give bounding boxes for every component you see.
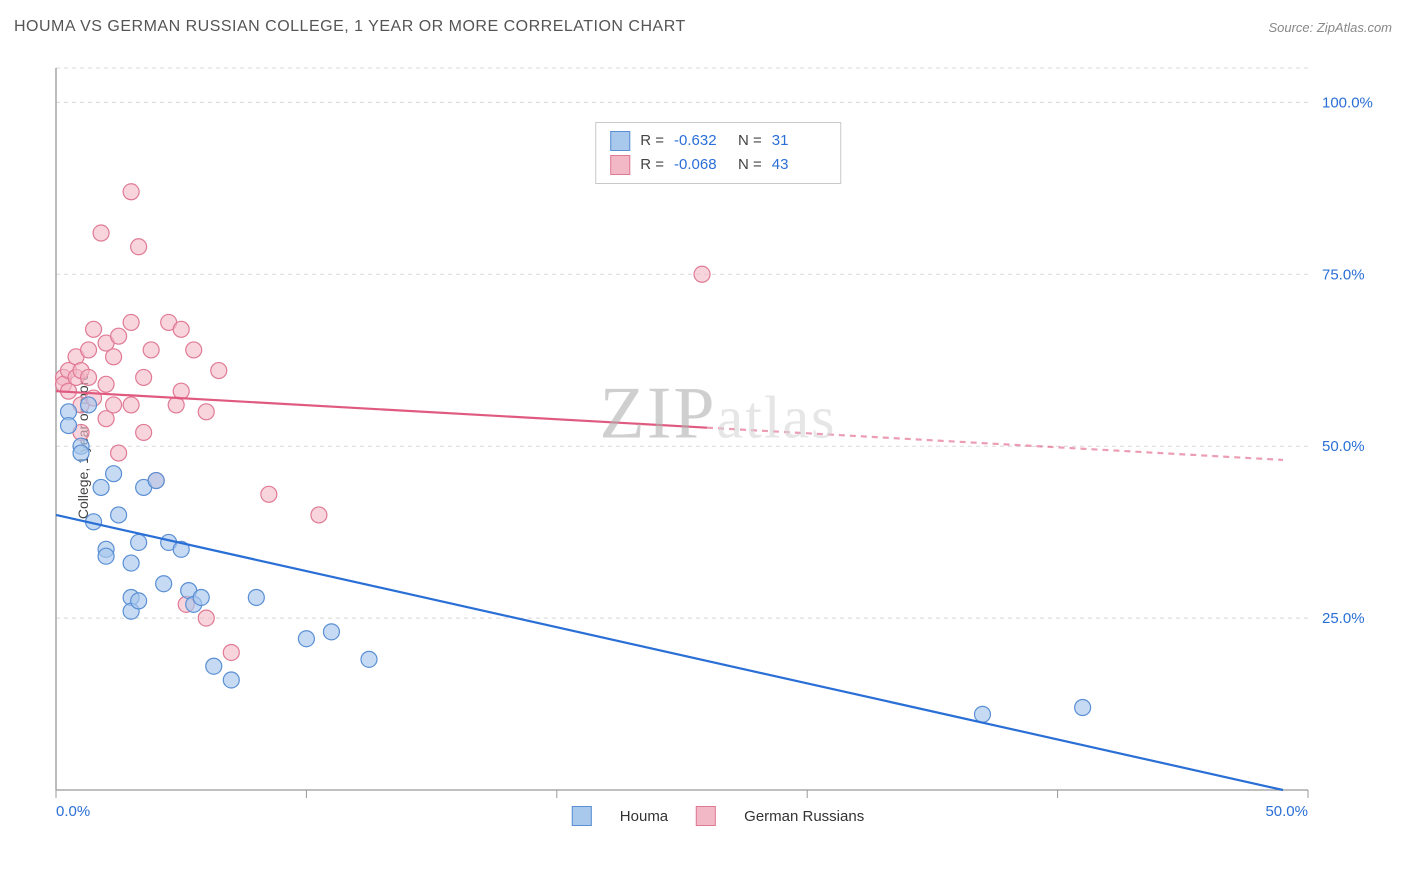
r-value-german: -0.068 — [674, 153, 728, 177]
svg-text:25.0%: 25.0% — [1322, 610, 1365, 627]
legend-swatch-german — [696, 806, 716, 826]
svg-text:0.0%: 0.0% — [56, 803, 90, 820]
legend-label-houma: Houma — [620, 808, 668, 825]
r-label: R = — [640, 129, 664, 153]
stats-row-houma: R = -0.632 N = 31 — [610, 129, 826, 153]
chart-header: HOUMA VS GERMAN RUSSIAN COLLEGE, 1 YEAR … — [14, 18, 1392, 36]
chart-source: Source: ZipAtlas.com — [1268, 20, 1392, 35]
swatch-houma — [610, 131, 630, 151]
chart-title: HOUMA VS GERMAN RUSSIAN COLLEGE, 1 YEAR … — [14, 18, 686, 36]
n-label: N = — [738, 129, 762, 153]
svg-text:75.0%: 75.0% — [1322, 266, 1365, 283]
r-value-houma: -0.632 — [674, 129, 728, 153]
legend-swatch-houma — [572, 806, 592, 826]
n-value-houma: 31 — [772, 129, 826, 153]
plot-area: 0.0%50.0%25.0%50.0%75.0%100.0% ZIPatlas … — [48, 60, 1388, 830]
legend-label-german: German Russians — [744, 808, 864, 825]
stats-row-german: R = -0.068 N = 43 — [610, 153, 826, 177]
stats-box: R = -0.632 N = 31 R = -0.068 N = 43 — [595, 122, 841, 184]
svg-text:100.0%: 100.0% — [1322, 94, 1373, 111]
legend: Houma German Russians — [572, 806, 864, 826]
svg-text:50.0%: 50.0% — [1322, 438, 1365, 455]
n-value-german: 43 — [772, 153, 826, 177]
n-label: N = — [738, 153, 762, 177]
svg-text:50.0%: 50.0% — [1265, 803, 1308, 820]
r-label: R = — [640, 153, 664, 177]
swatch-german — [610, 155, 630, 175]
